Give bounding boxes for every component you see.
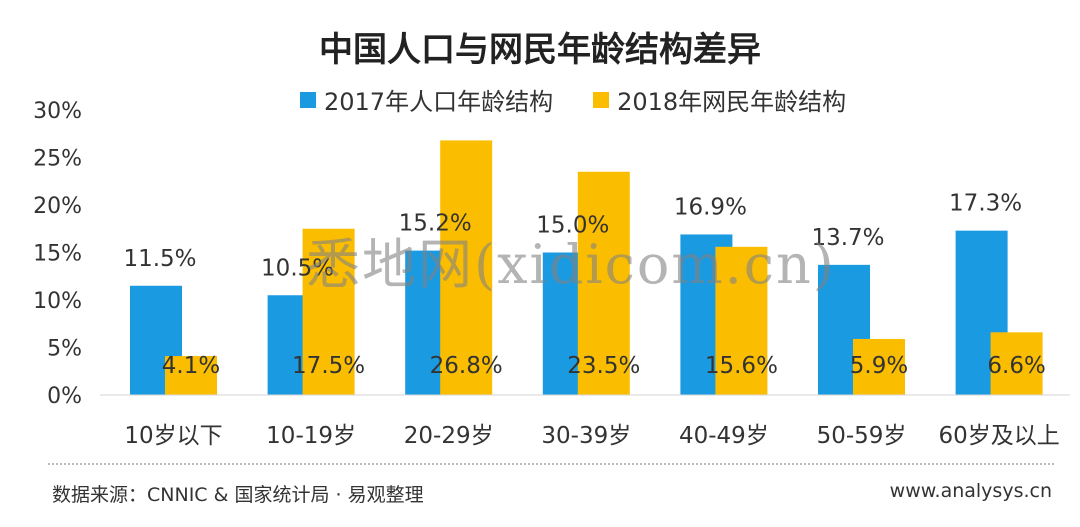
data-label-2018: 6.6% (987, 353, 1045, 379)
y-tick-label: 30% (33, 99, 82, 124)
footer-divider (48, 463, 1054, 465)
bar-2018 (302, 228, 355, 395)
data-label-2018: 23.5% (567, 353, 640, 379)
y-tick-label: 5% (47, 337, 82, 362)
site-url: www.analysys.cn (889, 480, 1052, 502)
x-tick-label: 50-59岁 (817, 423, 907, 449)
y-tick-label: 0% (47, 384, 82, 409)
source-note: 数据来源：CNNIC & 国家统计局 · 易观整理 (52, 484, 424, 506)
bar-chart: 0% 5% 10% 15% 20% 25% 30% 11.5% 4.1% 10.5% 17.5% 15… (33, 99, 1070, 449)
bar-2018 (990, 332, 1043, 395)
data-label-2017: 17.3% (949, 191, 1022, 217)
x-tick-label: 30-39岁 (541, 423, 631, 449)
bar-2018 (577, 171, 630, 395)
data-label-2018: 17.5% (292, 353, 365, 379)
x-tick-label: 60岁及以上 (938, 423, 1059, 449)
bar-2018 (853, 338, 905, 395)
legend-label-2018: 2018年网民年龄结构 (617, 88, 847, 116)
data-label-2017: 11.5% (123, 246, 196, 272)
y-tick-label: 20% (33, 194, 82, 219)
x-tick-label: 20-29岁 (404, 423, 494, 449)
bar-2018 (440, 140, 493, 395)
legend-swatch-2018 (593, 91, 610, 108)
legend-swatch-2017 (300, 91, 316, 108)
data-label-2018: 26.8% (430, 353, 503, 379)
y-tick-label: 15% (33, 242, 82, 267)
data-label-2017: 10.5% (261, 255, 334, 281)
data-label-2017: 15.0% (536, 213, 609, 239)
data-label-2017: 13.7% (811, 225, 884, 251)
x-tick-label: 10-19岁 (266, 423, 356, 449)
data-label-2018: 5.9% (850, 353, 908, 379)
y-tick-label: 25% (33, 147, 82, 172)
x-tick-label: 10岁以下 (124, 423, 222, 449)
x-tick-label: 40-49岁 (679, 423, 769, 449)
data-label-2017: 15.2% (399, 211, 472, 237)
y-tick-label: 10% (33, 289, 82, 314)
legend-label-2017: 2017年人口年龄结构 (324, 88, 554, 116)
data-label-2018: 15.6% (705, 353, 778, 379)
legend: 2017年人口年龄结构 2018年网民年龄结构 (300, 82, 846, 117)
data-label-2017: 16.9% (674, 194, 747, 220)
bar-2018 (715, 246, 768, 395)
data-label-2018: 4.1% (162, 353, 220, 379)
bar-2018 (165, 356, 217, 395)
legend-item-2018: 2018年网民年龄结构 (593, 82, 846, 117)
chart-title: 中国人口与网民年龄结构差异 (319, 30, 761, 70)
legend-item-2017: 2017年人口年龄结构 (300, 82, 553, 117)
